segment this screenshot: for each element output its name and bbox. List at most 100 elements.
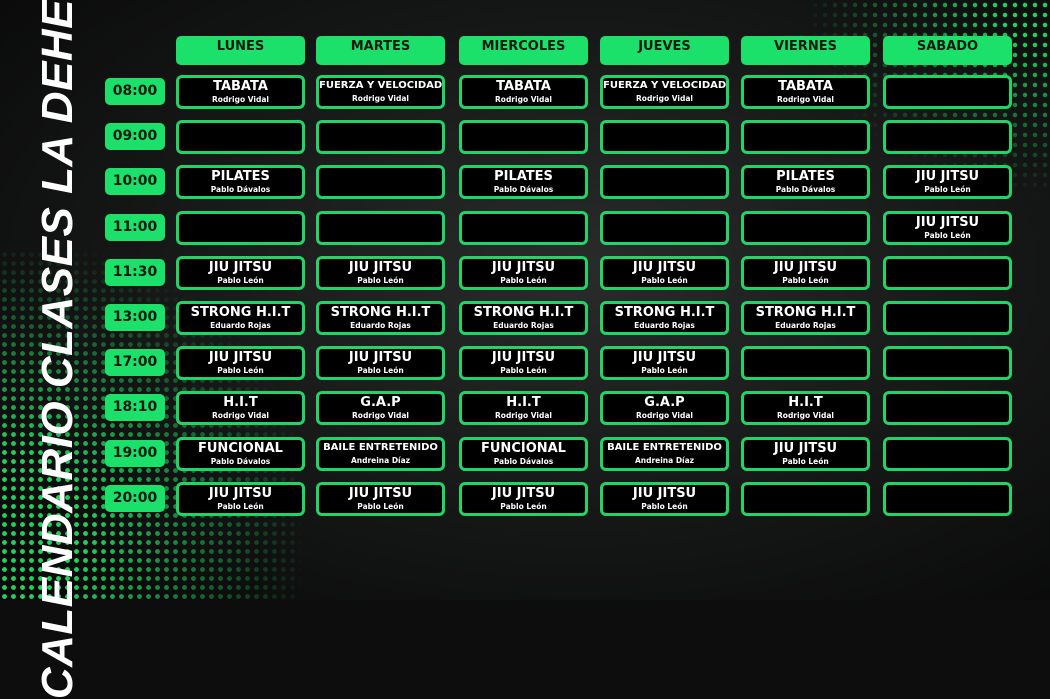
class-name: FUERZA Y VELOCIDAD (603, 80, 727, 91)
schedule-cell (459, 120, 588, 155)
class-name: STRONG H.I.T (330, 305, 431, 320)
class-name: PILATES (211, 169, 270, 185)
class-name: PILATES (776, 169, 835, 185)
class-name: FUERZA Y VELOCIDAD (319, 80, 443, 91)
instructor-name: Rodrigo Vidal (777, 411, 834, 421)
schedule-cell (741, 346, 870, 381)
time-badge: 11:00 (105, 213, 165, 241)
class-name: STRONG H.I.T (614, 305, 715, 320)
schedule-cell (316, 120, 445, 155)
instructor-name: Eduardo Rojas (775, 321, 836, 330)
class-name: PILATES (494, 169, 553, 185)
schedule-cell (600, 210, 729, 245)
instructor-name: Rodrigo Vidal (636, 411, 693, 421)
schedule-cell (883, 436, 1012, 471)
schedule-cell: JIU JITSU Pablo León (600, 481, 729, 516)
time-badge: 10:00 (105, 168, 165, 196)
schedule-cell (741, 210, 870, 245)
instructor-name: Pablo Dávalos (493, 185, 554, 195)
class-name: STRONG H.I.T (473, 305, 574, 320)
class-name: STRONG H.I.T (755, 305, 856, 320)
instructor-name: Pablo León (924, 230, 971, 240)
class-name: STRONG H.I.T (190, 305, 291, 320)
instructor-name: Eduardo Rojas (634, 321, 695, 330)
schedule-cell (741, 120, 870, 155)
instructor-name: Pablo Dávalos (775, 185, 836, 195)
schedule-cell: JIU JITSU Pablo León (459, 481, 588, 516)
schedule-cell (600, 120, 729, 155)
schedule-cell (176, 210, 305, 245)
schedule-cell: BAILE ENTRETENIDO Andreina Díaz (316, 436, 445, 471)
class-name: JIU JITSU (632, 259, 697, 275)
instructor-name: Eduardo Rojas (350, 321, 411, 330)
class-name: TABATA (496, 79, 551, 94)
class-name: JIU JITSU (491, 259, 556, 275)
class-name: JIU JITSU (773, 259, 838, 275)
time-badge: 13:00 (105, 304, 165, 331)
schedule-cell: JIU JITSU Pablo León (600, 346, 729, 381)
class-name: JIU JITSU (632, 350, 697, 366)
schedule-cell: H.I.T Rodrigo Vidal (176, 391, 305, 426)
class-name: H.I.T (506, 395, 541, 411)
class-name: JIU JITSU (348, 485, 413, 501)
class-name: BAILE ENTRETENIDO (323, 441, 438, 453)
schedule-cell: TABATA Rodrigo Vidal (459, 75, 588, 109)
instructor-name: Pablo León (217, 366, 264, 376)
schedule-cell (459, 210, 588, 245)
class-name: TABATA (213, 79, 268, 94)
instructor-name: Rodrigo Vidal (495, 411, 552, 421)
instructor-name: Rodrigo Vidal (777, 95, 834, 104)
schedule-cell (600, 165, 729, 200)
instructor-name: Pablo León (641, 501, 688, 511)
class-name: H.I.T (223, 395, 258, 411)
schedule-cell: STRONG H.I.T Eduardo Rojas (459, 301, 588, 335)
schedule-cell: JIU JITSU Pablo León (176, 255, 305, 290)
instructor-name: Andreina Díaz (634, 455, 695, 465)
instructor-name: Pablo León (500, 275, 547, 285)
schedule-cell: PILATES Pablo Dávalos (176, 165, 305, 200)
schedule-cell: JIU JITSU Pablo León (741, 255, 870, 290)
schedule-cell: STRONG H.I.T Eduardo Rojas (316, 301, 445, 335)
class-name: BAILE ENTRETENIDO (607, 441, 722, 453)
schedule-cell: TABATA Rodrigo Vidal (741, 75, 870, 109)
instructor-name: Rodrigo Vidal (495, 95, 552, 104)
schedule-cell: JIU JITSU Pablo León (459, 255, 588, 290)
instructor-name: Pablo León (500, 366, 547, 376)
day-header-sabado: SABADO (883, 36, 1012, 65)
schedule-cell: H.I.T Rodrigo Vidal (741, 391, 870, 426)
schedule-cell: JIU JITSU Pablo León (316, 346, 445, 381)
day-header-miercoles: MIERCOLES (459, 36, 588, 65)
schedule-cell: STRONG H.I.T Eduardo Rojas (741, 301, 870, 335)
schedule-cell: STRONG H.I.T Eduardo Rojas (176, 301, 305, 335)
instructor-name: Eduardo Rojas (210, 321, 271, 330)
schedule-cell (883, 75, 1012, 109)
instructor-name: Pablo León (641, 275, 688, 285)
day-header-viernes: VIERNES (741, 36, 870, 65)
time-badge: 20:00 (105, 484, 165, 512)
schedule-cell (176, 120, 305, 155)
class-name: G.A.P (644, 395, 685, 411)
day-header-martes: MARTES (316, 36, 445, 65)
instructor-name: Rodrigo Vidal (212, 95, 269, 104)
instructor-name: Pablo León (641, 366, 688, 376)
schedule-cell (741, 481, 870, 516)
schedule-cell: G.A.P Rodrigo Vidal (600, 391, 729, 426)
class-name: JIU JITSU (773, 440, 838, 456)
class-name: G.A.P (360, 395, 401, 411)
schedule-cell (883, 346, 1012, 381)
instructor-name: Pablo Dávalos (210, 185, 271, 195)
class-name: JIU JITSU (348, 350, 413, 366)
instructor-name: Pablo León (782, 275, 829, 285)
class-name: JIU JITSU (632, 485, 697, 501)
class-name: FUNCIONAL (198, 440, 283, 456)
time-badge: 09:00 (105, 123, 165, 151)
time-badge: 19:00 (105, 439, 165, 467)
instructor-name: Pablo Dávalos (210, 456, 271, 466)
schedule-cell: BAILE ENTRETENIDO Andreina Díaz (600, 436, 729, 471)
schedule-cell: JIU JITSU Pablo León (883, 165, 1012, 200)
class-name: JIU JITSU (491, 350, 556, 366)
instructor-name: Pablo Dávalos (493, 456, 554, 466)
instructor-name: Pablo León (357, 366, 404, 376)
instructor-name: Pablo León (217, 501, 264, 511)
schedule-cell: H.I.T Rodrigo Vidal (459, 391, 588, 426)
